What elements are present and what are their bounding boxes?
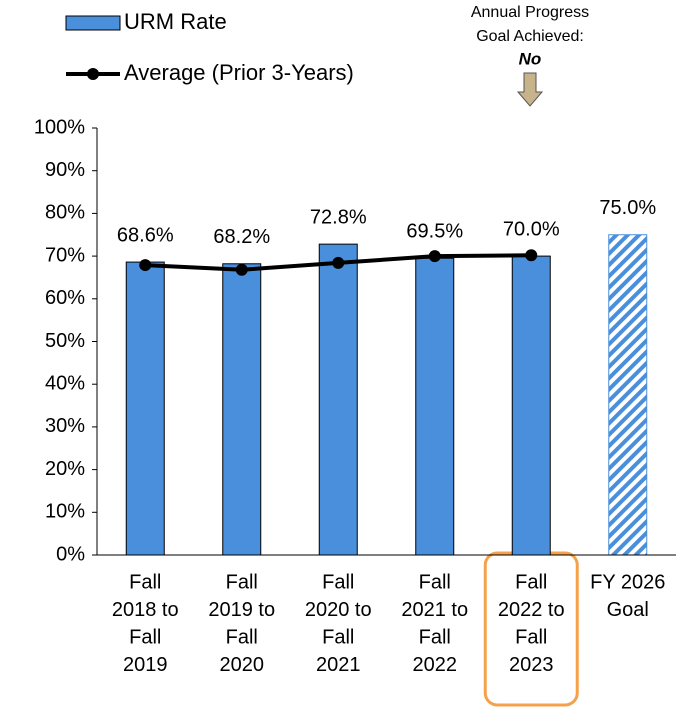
y-tick-label: 20% xyxy=(45,458,85,480)
data-label: 68.2% xyxy=(213,226,270,248)
data-label: 70.0% xyxy=(503,218,560,240)
x-tick-label: 2021 xyxy=(316,654,361,676)
average-dot xyxy=(428,250,441,263)
annotation-arrow xyxy=(516,72,544,107)
annotation-line: Goal Achieved: xyxy=(476,28,584,45)
y-tick-label: 80% xyxy=(45,202,85,224)
y-tick-label: 0% xyxy=(56,543,85,565)
x-tick-label: Fall xyxy=(419,571,451,593)
x-tick-label: 2022 to xyxy=(498,599,565,621)
x-tick-label: Fall xyxy=(419,626,451,648)
bar xyxy=(222,263,262,556)
x-tick-label: 2023 xyxy=(509,654,554,676)
data-label: 68.6% xyxy=(117,224,174,246)
x-tick-label: FY 2026 xyxy=(590,571,665,593)
x-tick-label: 2019 to xyxy=(208,599,275,621)
average-dot xyxy=(525,249,538,262)
x-tick-label: Fall xyxy=(322,626,354,648)
annotation-answer: No xyxy=(519,49,542,68)
bar xyxy=(318,243,358,556)
x-tick-label: 2022 xyxy=(413,654,458,676)
y-tick-label: 10% xyxy=(45,501,85,523)
x-tick-label: Fall xyxy=(226,571,258,593)
average-dot xyxy=(332,256,345,269)
bar xyxy=(415,257,455,556)
x-tick-label: Fall xyxy=(515,571,547,593)
y-tick-label: 90% xyxy=(45,159,85,181)
annotation-line: Annual Progress xyxy=(471,4,589,21)
y-tick-label: 70% xyxy=(45,244,85,266)
x-tick-label: 2019 xyxy=(123,654,168,676)
x-tick-label: 2020 to xyxy=(305,599,372,621)
legend-label: URM Rate xyxy=(124,9,227,34)
y-tick-label: 50% xyxy=(45,330,85,352)
legend-dot xyxy=(87,68,99,80)
x-tick-label: Fall xyxy=(322,571,354,593)
bar xyxy=(125,261,165,556)
x-tick-label: Fall xyxy=(515,626,547,648)
legend-bar-swatch xyxy=(65,15,121,31)
bar xyxy=(608,234,648,556)
x-tick-label: Fall xyxy=(129,626,161,648)
y-tick-label: 60% xyxy=(45,287,85,309)
x-tick-label: Fall xyxy=(129,571,161,593)
x-tick-label: Fall xyxy=(226,626,258,648)
data-label: 75.0% xyxy=(599,197,656,219)
average-dot xyxy=(139,259,152,272)
data-label: 69.5% xyxy=(406,221,463,243)
bar xyxy=(511,255,551,556)
x-tick-label: 2021 to xyxy=(401,599,468,621)
x-tick-label: Goal xyxy=(607,599,649,621)
y-tick-label: 30% xyxy=(45,415,85,437)
x-tick-label: 2018 to xyxy=(112,599,179,621)
average-dot xyxy=(235,263,248,276)
y-tick-label: 40% xyxy=(45,372,85,394)
x-tick-label: 2020 xyxy=(220,654,265,676)
y-tick-label: 100% xyxy=(34,116,85,138)
legend-label: Average (Prior 3-Years) xyxy=(124,60,354,85)
data-label: 72.8% xyxy=(310,206,367,228)
